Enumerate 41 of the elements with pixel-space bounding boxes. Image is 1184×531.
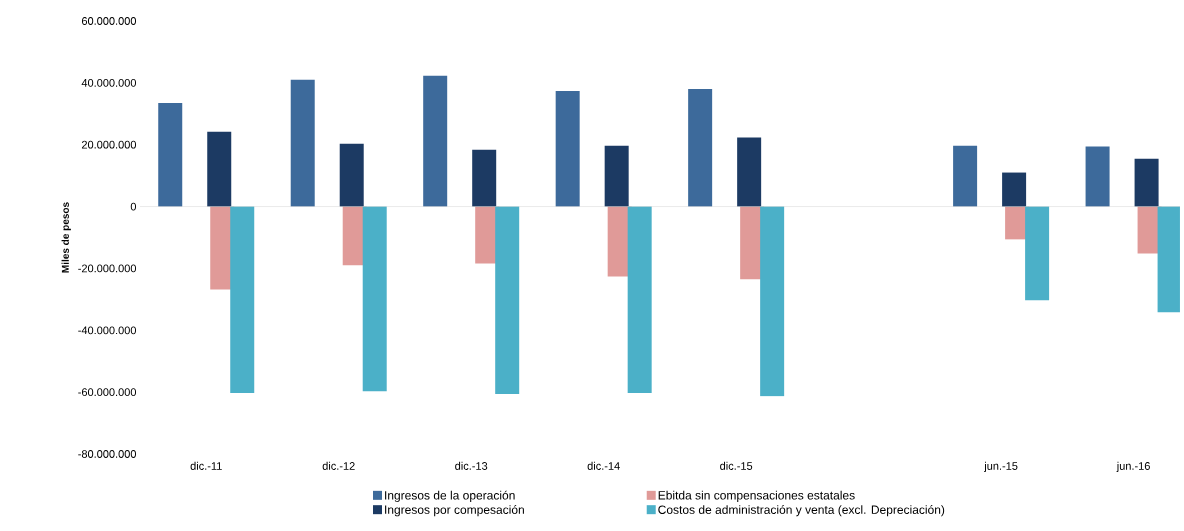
bar [290, 79, 315, 207]
bar [688, 89, 713, 207]
bar [1002, 172, 1027, 207]
bar [1157, 206, 1180, 313]
bar [230, 206, 255, 394]
y-tick-label: -40.000.000 [78, 326, 137, 335]
bar [737, 137, 762, 207]
bar [555, 90, 580, 207]
bar [472, 149, 497, 207]
legend-label: Ingresos de la operación [385, 490, 515, 502]
y-tick-label: -20.000.000 [78, 264, 137, 273]
bar [760, 206, 785, 397]
legend-label: Costos de administración y venta (excl. Depreciación) [658, 505, 945, 517]
bar [423, 75, 448, 207]
y-tick-label: 20.000.000 [81, 140, 137, 149]
bar [207, 131, 232, 207]
bar [1025, 206, 1050, 301]
bar [362, 206, 387, 392]
x-tick-label: dic.-13 [455, 461, 488, 470]
bar [627, 206, 652, 394]
y-tick-label: -80.000.000 [78, 450, 137, 458]
y-tick-label: 60.000.000 [81, 17, 137, 25]
x-tick-label: dic.-12 [322, 461, 355, 470]
y-tick-label: -60.000.000 [78, 388, 137, 397]
x-tick-label: jun.-16 [1116, 461, 1150, 473]
bar [339, 143, 364, 207]
bar [604, 145, 629, 207]
x-tick-label: dic.-15 [720, 461, 753, 470]
y-tick-label: 40.000.000 [81, 78, 137, 87]
bar [1085, 146, 1110, 207]
bar [1134, 158, 1159, 207]
y-axis-title: Miles de pesos [61, 202, 71, 273]
bar [495, 206, 520, 394]
x-tick-label: dic.-14 [587, 461, 620, 470]
y-tick-label: 0 [130, 202, 137, 211]
x-tick-label: dic.-11 [190, 461, 222, 470]
bar [158, 102, 183, 207]
legend-label: Ingresos por compesación [385, 505, 524, 517]
x-tick-label: jun.-15 [984, 461, 1018, 473]
bar [953, 145, 978, 207]
legend-label: Ebitda sin compensaciones estatales [658, 490, 855, 502]
